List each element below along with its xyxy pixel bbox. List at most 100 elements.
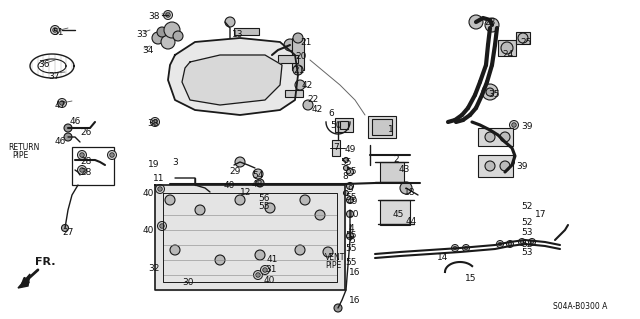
Text: 39: 39 — [516, 162, 527, 171]
Circle shape — [77, 166, 86, 174]
Text: 8: 8 — [342, 172, 348, 181]
Text: 40: 40 — [143, 226, 154, 235]
Circle shape — [157, 27, 167, 37]
Circle shape — [344, 166, 349, 170]
Circle shape — [263, 268, 268, 272]
Circle shape — [173, 31, 183, 41]
Text: 42: 42 — [302, 81, 313, 90]
Circle shape — [520, 240, 524, 244]
Circle shape — [161, 35, 175, 49]
Circle shape — [165, 195, 175, 205]
Circle shape — [260, 265, 269, 275]
Circle shape — [51, 26, 60, 34]
Text: 34: 34 — [142, 46, 154, 55]
Circle shape — [235, 78, 255, 98]
Text: 55: 55 — [345, 231, 356, 240]
Text: 45: 45 — [393, 210, 404, 219]
Circle shape — [195, 205, 205, 215]
Text: 31: 31 — [265, 265, 276, 274]
Circle shape — [334, 304, 342, 312]
Circle shape — [485, 161, 495, 171]
Text: FR.: FR. — [35, 257, 56, 267]
Polygon shape — [182, 55, 282, 105]
Text: 43: 43 — [399, 165, 410, 174]
Bar — [332, 140, 340, 156]
Circle shape — [206, 63, 224, 81]
Bar — [372, 119, 392, 135]
Bar — [278, 55, 298, 63]
Text: 28: 28 — [80, 168, 92, 177]
Text: 27: 27 — [62, 228, 74, 237]
Circle shape — [153, 120, 157, 124]
Circle shape — [64, 133, 72, 141]
Text: PIPE: PIPE — [12, 151, 28, 160]
Text: 25: 25 — [520, 38, 531, 47]
Bar — [234, 28, 259, 35]
Text: 2: 2 — [393, 155, 399, 164]
Circle shape — [247, 67, 263, 83]
Circle shape — [256, 179, 264, 187]
Circle shape — [60, 101, 64, 105]
Circle shape — [235, 157, 245, 167]
Circle shape — [518, 33, 528, 43]
Text: 55: 55 — [345, 258, 356, 267]
Text: 30: 30 — [182, 278, 193, 287]
Circle shape — [499, 242, 502, 246]
Text: 28: 28 — [80, 157, 92, 166]
Bar — [292, 38, 304, 70]
Text: 18: 18 — [404, 188, 415, 197]
Circle shape — [235, 195, 245, 205]
Bar — [380, 200, 410, 225]
Circle shape — [157, 187, 163, 191]
Text: 12: 12 — [240, 188, 252, 197]
Circle shape — [464, 246, 468, 250]
Circle shape — [512, 123, 516, 127]
Bar — [516, 32, 530, 44]
Circle shape — [497, 241, 504, 248]
Circle shape — [253, 169, 263, 179]
Text: 55: 55 — [340, 158, 351, 167]
Circle shape — [170, 245, 180, 255]
Text: 32: 32 — [148, 264, 159, 273]
Text: 6: 6 — [328, 109, 333, 118]
Circle shape — [157, 221, 166, 231]
Text: 15: 15 — [465, 274, 477, 283]
Text: 46: 46 — [55, 137, 67, 146]
Circle shape — [80, 153, 84, 157]
Text: 55: 55 — [345, 193, 356, 202]
Text: 1: 1 — [388, 125, 394, 134]
Circle shape — [501, 42, 513, 54]
Text: 35: 35 — [488, 90, 499, 99]
Circle shape — [163, 11, 173, 19]
Bar — [498, 40, 516, 56]
Circle shape — [323, 247, 333, 257]
Circle shape — [529, 239, 536, 246]
Text: 4: 4 — [349, 224, 355, 233]
Circle shape — [451, 244, 458, 251]
Text: 54: 54 — [252, 171, 264, 180]
Text: 49: 49 — [347, 197, 358, 206]
Text: 23: 23 — [484, 18, 495, 27]
Polygon shape — [18, 274, 30, 288]
Circle shape — [284, 39, 296, 51]
Text: 49: 49 — [345, 145, 356, 154]
Circle shape — [295, 245, 305, 255]
Polygon shape — [168, 38, 298, 115]
Text: 39: 39 — [521, 122, 532, 131]
Circle shape — [108, 151, 116, 160]
Text: 56: 56 — [258, 194, 269, 203]
Text: 21: 21 — [293, 66, 305, 75]
Circle shape — [166, 13, 170, 17]
Text: 50: 50 — [330, 121, 342, 130]
Text: 17: 17 — [535, 210, 547, 219]
Circle shape — [346, 168, 353, 175]
Circle shape — [80, 168, 84, 172]
Text: 16: 16 — [349, 268, 360, 277]
Circle shape — [346, 182, 353, 189]
Circle shape — [58, 99, 67, 108]
Text: 5: 5 — [349, 236, 355, 245]
Text: 33: 33 — [136, 30, 147, 39]
Bar — [72, 147, 114, 185]
Circle shape — [485, 18, 499, 32]
Text: 53: 53 — [521, 228, 532, 237]
